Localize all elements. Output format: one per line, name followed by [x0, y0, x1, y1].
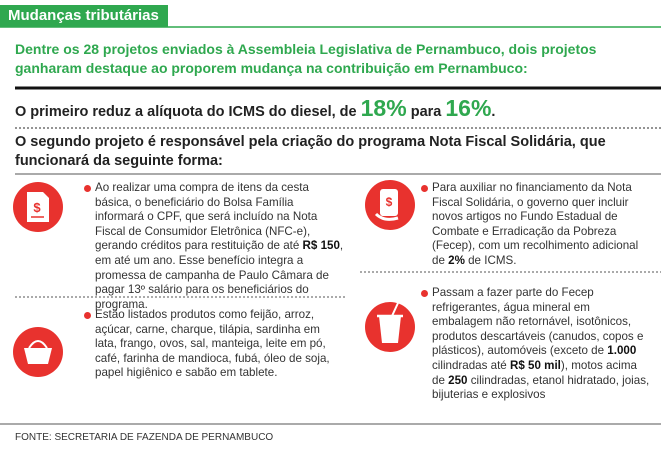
header-title: Mudanças tributárias	[8, 7, 159, 24]
text: .	[491, 104, 496, 120]
text: Passam a fazer parte do Fecep refrigeran…	[432, 286, 644, 358]
text: de ICMS.	[464, 253, 517, 267]
bold-text: 250	[448, 373, 468, 387]
money-icon: $	[365, 180, 415, 230]
bold-text: R$ 50 mil	[509, 358, 561, 372]
svg-text:$: $	[33, 200, 41, 215]
item: Estão listados produtos como feijão, arr…	[84, 308, 345, 381]
item: Ao realizar uma compra de itens da cesta…	[84, 181, 345, 312]
header-bar	[0, 5, 168, 27]
item: Passam a fazer parte do Fecep refrigeran…	[421, 286, 652, 403]
source: FONTE: SECRETARIA DE FAZENDA DE PERNAMBU…	[15, 432, 274, 443]
text: Estão listados produtos como feijão, arr…	[95, 308, 330, 380]
text: , em até um ano. Esse benefício integra …	[95, 239, 344, 311]
bold-text: 1.000	[607, 344, 637, 358]
text: Ao realizar uma compra de itens da cesta…	[95, 181, 318, 253]
text: cilindradas, etanol hidratado, joias, bi…	[432, 373, 650, 402]
first-project: O primeiro reduz a alíquota do ICMS do d…	[15, 94, 645, 126]
intro: Dentre os 28 projetos enviados à Assembl…	[15, 41, 597, 76]
basket-icon	[13, 327, 63, 377]
bold-text: 2%	[448, 253, 465, 267]
svg-text:$: $	[386, 195, 393, 209]
highlight: 16%	[445, 95, 492, 121]
highlight: 18%	[360, 95, 407, 121]
text: O primeiro reduz a alíquota do ICMS do d…	[15, 104, 361, 120]
cup-icon	[365, 302, 415, 352]
text: cilindradas até	[432, 358, 510, 372]
receipt-icon: $	[13, 182, 63, 232]
text: Para auxiliar no financiamento da Nota F…	[432, 181, 639, 267]
text: para	[406, 104, 446, 120]
item: Para auxiliar no financiamento da Nota F…	[421, 181, 652, 269]
text: ), motos acima de	[432, 358, 637, 387]
bold-text: R$ 150	[302, 239, 340, 253]
second-project: O segundo projeto é responsável pela cri…	[15, 134, 606, 169]
